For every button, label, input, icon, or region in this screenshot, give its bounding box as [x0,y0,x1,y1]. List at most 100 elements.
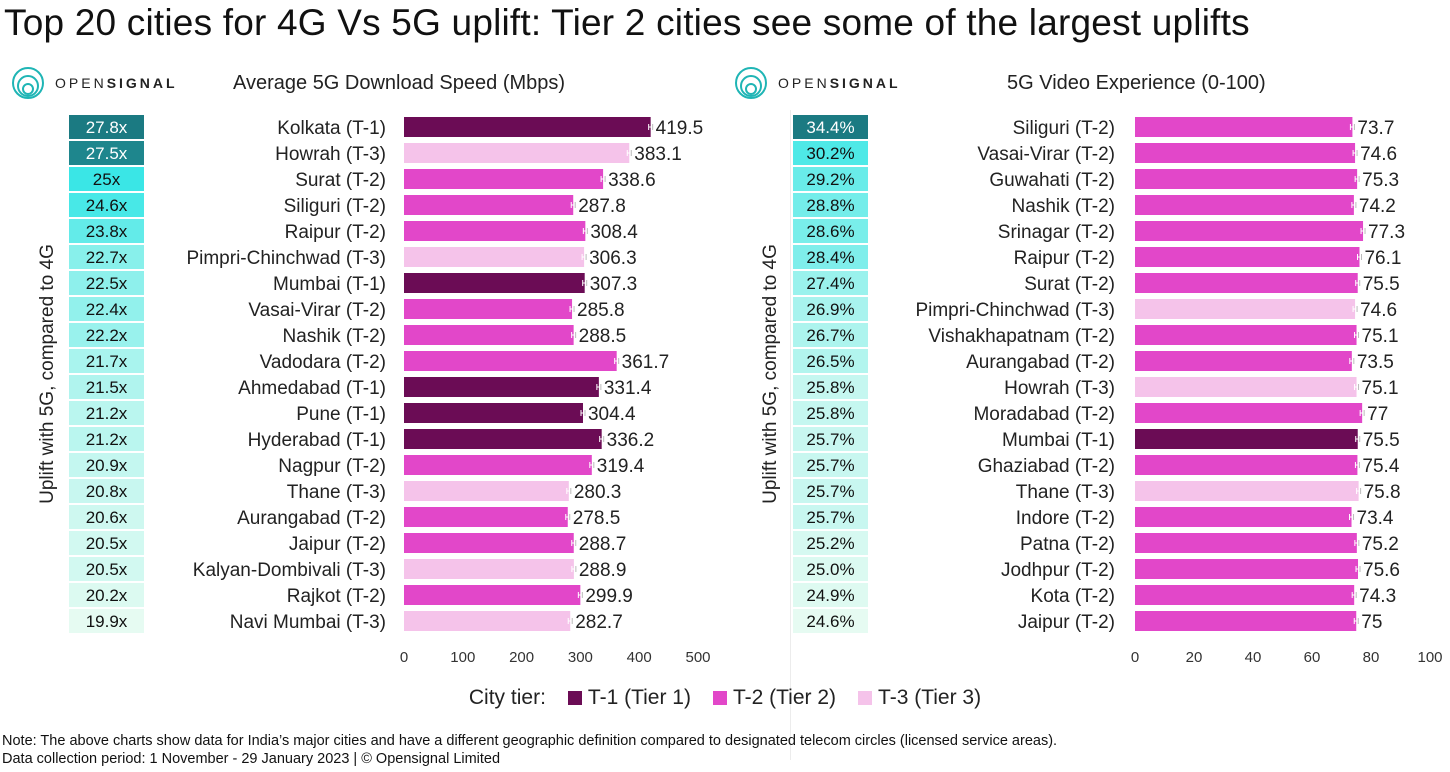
right-category-label: Kota (T-2) [1031,586,1115,607]
right-bar [1135,299,1356,319]
left-chart-title: Average 5G Download Speed (Mbps) [233,72,566,94]
right-uplift-label: 25.0% [806,560,854,579]
legend-swatch-tier1 [567,691,582,705]
left-bar [404,195,574,215]
right-uplift-badge [793,349,868,373]
left-bar [404,403,583,423]
right-uplift-badge [793,557,868,581]
right-value-label: 77 [1367,404,1388,425]
right-x-tick-label: 100 [1417,649,1442,666]
left-uplift-badge [69,609,144,633]
right-bar [1135,533,1357,553]
left-uplift-label: 20.8x [86,482,128,501]
opensignal-logo-left: OPENSIGNAL [11,66,178,100]
right-uplift-label: 26.7% [806,326,854,345]
right-chart-title: 5G Video Experience (0-100) [1007,72,1266,94]
right-bar [1135,377,1357,397]
left-uplift-badge [69,297,144,321]
left-category-label: Raipur (T-2) [285,222,386,243]
left-value-label: 306.3 [589,248,637,269]
opensignal-logo-right: OPENSIGNAL [734,66,901,100]
left-bar [404,351,617,371]
left-x-tick-label: 200 [509,649,534,666]
charts-canvas: 27.8x Kolkata (T-1) 419.5 27.5x Howrah (T-3)… [69,115,1443,666]
left-uplift-label: 22.7x [86,248,128,267]
left-bar [404,429,602,449]
left-value-label: 288.5 [579,326,627,347]
right-uplift-label: 25.7% [806,508,854,527]
right-bar [1135,221,1364,241]
right-uplift-label: 26.5% [806,352,854,371]
left-category-label: Vasai-Virar (T-2) [248,300,386,321]
left-value-label: 280.3 [574,482,622,503]
right-uplift-label: 25.2% [806,534,854,553]
right-uplift-badge [793,479,868,503]
left-uplift-badge [69,427,144,451]
right-value-label: 73.7 [1357,118,1394,139]
right-uplift-badge [793,115,868,139]
right-value-label: 74.2 [1359,196,1396,217]
right-value-label: 75 [1361,612,1382,633]
right-category-label: Raipur (T-2) [1014,248,1115,269]
right-bar [1135,559,1359,579]
right-value-label: 75.4 [1362,456,1399,477]
left-uplift-badge [69,453,144,477]
left-bar [404,611,571,631]
left-category-label: Thane (T-3) [287,482,386,503]
left-uplift-label: 20.5x [86,560,128,579]
left-value-label: 288.7 [579,534,627,555]
left-uplift-badge [69,557,144,581]
left-value-label: 299.9 [585,586,633,607]
opensignal-logo-icon [12,67,44,99]
right-value-label: 75.6 [1363,560,1400,581]
left-bar [404,117,651,137]
right-uplift-label: 34.4% [806,118,854,137]
left-value-label: 282.7 [575,612,623,633]
legend-swatch-tier2 [712,691,727,705]
right-value-label: 77.3 [1368,222,1405,243]
right-bar [1135,403,1363,423]
footnote: Note: The above charts show data for Ind… [2,732,1057,768]
left-value-label: 319.4 [597,456,645,477]
right-category-label: Indore (T-2) [1016,508,1115,529]
left-category-label: Nashik (T-2) [283,326,386,347]
right-uplift-badge [793,167,868,191]
right-category-label: Moradabad (T-2) [973,404,1115,425]
left-x-tick-label: 0 [400,649,408,666]
right-category-label: Guwahati (T-2) [989,170,1115,191]
right-bar [1135,195,1354,215]
left-bar [404,585,581,605]
footnote-line-2: Data collection period: 1 November - 29 … [2,751,501,767]
left-bar [404,533,574,553]
right-uplift-badge [793,505,868,529]
left-value-label: 331.4 [604,378,652,399]
left-category-label: Vadodara (T-2) [260,352,386,373]
right-category-label: Vasai-Virar (T-2) [977,144,1115,165]
right-bar [1135,611,1357,631]
right-category-label: Nashik (T-2) [1012,196,1115,217]
right-uplift-label: 25.7% [806,456,854,475]
left-uplift-badge [69,479,144,503]
left-category-label: Mumbai (T-1) [273,274,386,295]
right-bar [1135,507,1352,527]
right-uplift-badge [793,453,868,477]
left-uplift-label: 22.4x [86,300,128,319]
left-uplift-label: 20.9x [86,456,128,475]
left-category-label: Kalyan-Dombivali (T-3) [193,560,386,581]
right-uplift-badge [793,375,868,399]
left-uplift-badge [69,271,144,295]
right-bar [1135,143,1356,163]
left-bar [404,481,569,501]
right-category-label: Jaipur (T-2) [1018,612,1115,633]
right-value-label: 76.1 [1364,248,1401,269]
right-uplift-badge [793,323,868,347]
right-bar [1135,247,1360,267]
left-uplift-label: 20.2x [86,586,128,605]
left-bar [404,507,568,527]
left-value-label: 419.5 [656,118,704,139]
left-bar [404,247,585,267]
left-uplift-badge [69,193,144,217]
left-category-label: Navi Mumbai (T-3) [230,612,386,633]
legend-text-tier1: T-1 (Tier 1) [587,686,691,709]
right-value-label: 75.1 [1362,378,1399,399]
